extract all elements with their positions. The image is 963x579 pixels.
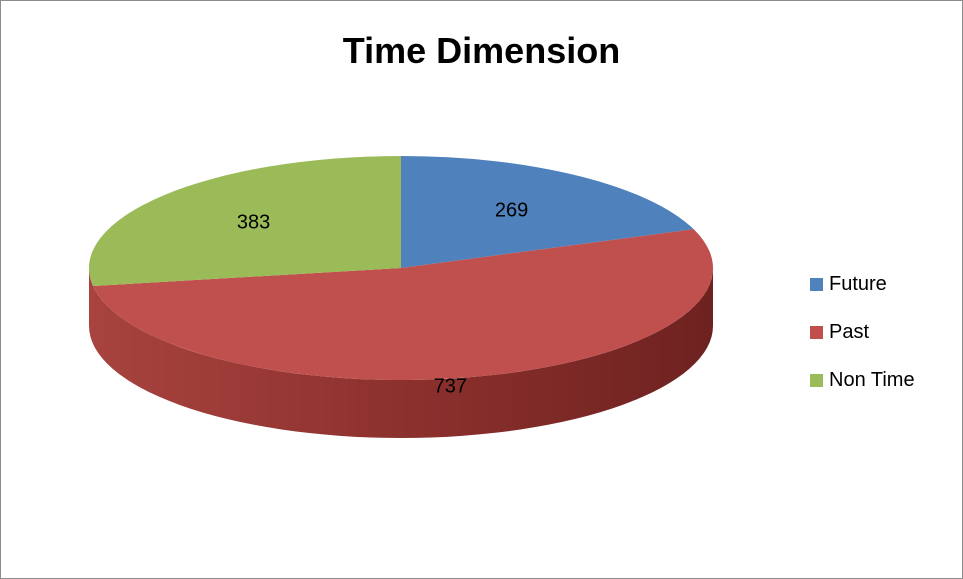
- pie-slice-past: [93, 229, 713, 380]
- legend-item-future: Future: [810, 272, 915, 296]
- chart-title: Time Dimension: [342, 30, 621, 71]
- pie-slice-future: [401, 156, 694, 268]
- legend-item-non-time: Non Time: [810, 368, 915, 392]
- legend-swatch-past: [810, 325, 823, 339]
- legend-label-non-time: Non Time: [829, 368, 915, 391]
- data-label-non-time: 383: [237, 211, 270, 233]
- data-label-past: 737: [434, 375, 467, 397]
- legend-label-future: Future: [829, 272, 887, 295]
- legend-swatch-non-time: [810, 373, 823, 387]
- pie-slice-non-time: [88, 156, 401, 287]
- legend: Future Past Non Time: [810, 272, 915, 416]
- legend-swatch-future: [810, 277, 823, 291]
- legend-label-past: Past: [829, 320, 870, 343]
- data-label-future: 269: [495, 199, 528, 221]
- pie-side-wall: [89, 268, 713, 438]
- legend-item-past: Past: [810, 320, 915, 344]
